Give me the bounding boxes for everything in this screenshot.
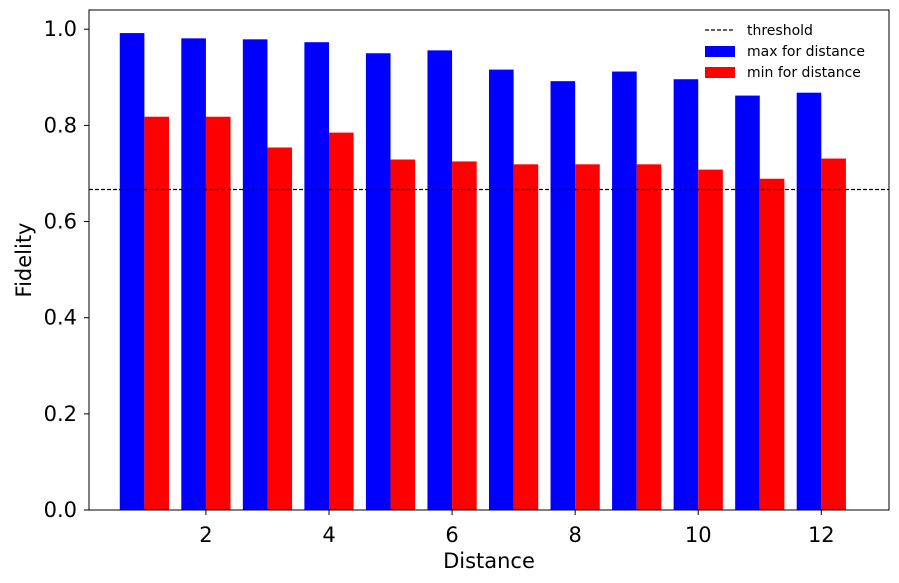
y-tick-label-0.0: 0.0 — [44, 498, 77, 522]
bars-layer — [119, 33, 846, 511]
max-bar-3 — [242, 39, 268, 510]
max-bar-11 — [735, 95, 760, 511]
legend-max-label: max for distance — [747, 44, 865, 60]
min-bar-6 — [452, 161, 477, 510]
min-bar-12 — [821, 158, 846, 511]
x-axis-ticks: 2 4 6 8 10 12 — [199, 510, 835, 547]
min-bar-3 — [267, 147, 293, 510]
max-bar-5 — [365, 53, 391, 511]
y-tick-label-1.0: 1.0 — [44, 17, 77, 41]
plot-frame — [88, 9, 890, 511]
min-bar-8 — [575, 164, 600, 511]
y-tick-label-0.2: 0.2 — [44, 402, 77, 426]
min-bar-5 — [390, 159, 416, 510]
max-bar-10 — [673, 79, 699, 510]
legend-threshold-label: threshold — [747, 23, 813, 39]
legend-max-swatch — [705, 46, 735, 57]
min-bar-10 — [698, 169, 723, 510]
x-tick-label-12: 12 — [808, 523, 835, 547]
x-axis-label: Distance — [443, 549, 535, 573]
max-bar-1 — [119, 33, 145, 510]
x-tick-label-10: 10 — [685, 523, 712, 547]
min-bar-7 — [513, 164, 539, 511]
legend-min-swatch — [705, 67, 735, 78]
y-axis-label: Fidelity — [12, 223, 36, 298]
y-tick-label-0.8: 0.8 — [44, 113, 77, 137]
max-bar-2 — [181, 38, 206, 510]
max-bar-4 — [304, 42, 329, 510]
min-bar-1 — [144, 116, 169, 510]
min-bar-2 — [205, 116, 231, 510]
max-bar-8 — [550, 81, 576, 511]
min-bar-4 — [329, 132, 354, 510]
x-tick-label-4: 4 — [322, 523, 335, 547]
y-tick-label-0.6: 0.6 — [44, 210, 77, 234]
y-axis-ticks: 0.0 0.2 0.4 0.6 0.8 1.0 — [44, 17, 89, 522]
legend-min-label: min for distance — [747, 65, 861, 81]
min-bar-11 — [759, 178, 785, 510]
max-bar-7 — [489, 69, 514, 510]
max-bar-9 — [612, 71, 637, 511]
x-tick-label-8: 8 — [568, 523, 581, 547]
y-tick-label-0.4: 0.4 — [44, 306, 77, 330]
x-tick-label-6: 6 — [445, 523, 458, 547]
x-tick-label-2: 2 — [199, 523, 212, 547]
min-bar-9 — [636, 164, 662, 511]
max-bar-6 — [427, 50, 453, 511]
legend: threshold max for distance min for dista… — [705, 23, 865, 81]
max-bar-12 — [796, 92, 822, 510]
